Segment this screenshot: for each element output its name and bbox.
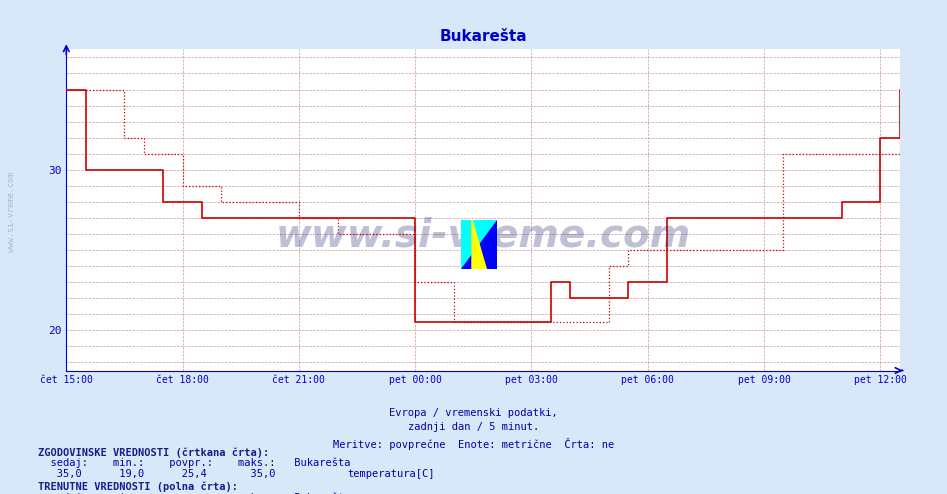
Text: temperatura[C]: temperatura[C] <box>348 469 435 479</box>
Text: sedaj:    min.:    povpr.:    maks.:   Bukarešta: sedaj: min.: povpr.: maks.: Bukarešta <box>38 458 350 468</box>
Polygon shape <box>472 220 487 269</box>
Text: sedaj:    min.:    povpr.:    maks.:   Bukarešta: sedaj: min.: povpr.: maks.: Bukarešta <box>38 493 350 494</box>
Polygon shape <box>461 220 497 269</box>
Text: TRENUTNE VREDNOSTI (polna črta):: TRENUTNE VREDNOSTI (polna črta): <box>38 482 238 493</box>
Text: 35,0      19,0      25,4       35,0: 35,0 19,0 25,4 35,0 <box>38 469 276 479</box>
Text: Evropa / vremenski podatki,
zadnji dan / 5 minut.
Meritve: povprečne  Enote: met: Evropa / vremenski podatki, zadnji dan /… <box>333 408 614 451</box>
Text: www.si-vreme.com: www.si-vreme.com <box>7 172 16 252</box>
Text: www.si-vreme.com: www.si-vreme.com <box>276 217 690 254</box>
Polygon shape <box>461 220 497 269</box>
Title: Bukarešta: Bukarešta <box>439 29 527 44</box>
Text: ZGODOVINSKE VREDNOSTI (črtkana črta):: ZGODOVINSKE VREDNOSTI (črtkana črta): <box>38 447 269 457</box>
